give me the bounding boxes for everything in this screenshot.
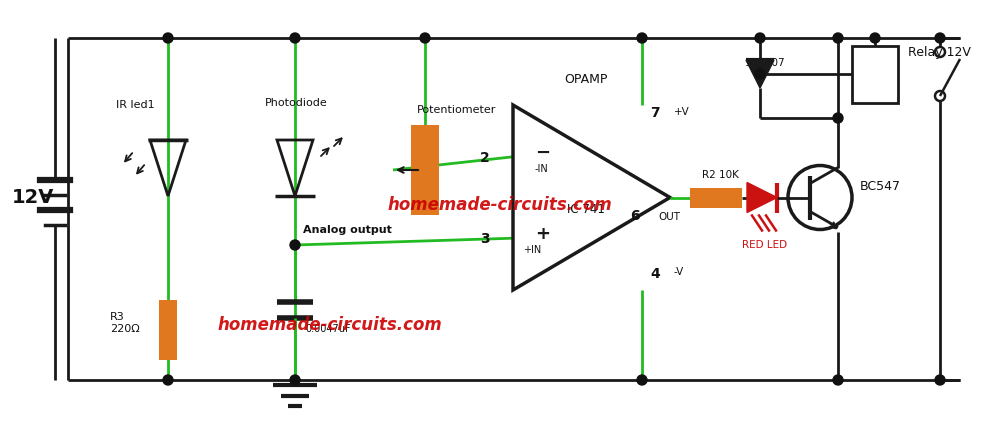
Text: Photodiode: Photodiode — [265, 98, 328, 108]
Circle shape — [290, 33, 300, 43]
Text: +V: +V — [674, 107, 690, 117]
Text: 7: 7 — [650, 106, 660, 120]
Text: +: + — [535, 225, 550, 243]
Circle shape — [833, 33, 843, 43]
FancyBboxPatch shape — [690, 187, 742, 207]
Circle shape — [935, 33, 945, 43]
Polygon shape — [513, 105, 670, 290]
Circle shape — [935, 375, 945, 385]
Text: 2: 2 — [480, 151, 490, 165]
Text: IC 741: IC 741 — [567, 202, 605, 215]
Text: +IN: +IN — [523, 245, 541, 255]
Text: homemade-circuits.com: homemade-circuits.com — [388, 196, 612, 214]
FancyBboxPatch shape — [159, 300, 177, 360]
Polygon shape — [746, 60, 774, 88]
Text: Analog output: Analog output — [303, 225, 392, 235]
Text: OPAMP: OPAMP — [564, 73, 608, 86]
Text: 4: 4 — [650, 267, 660, 281]
Text: RED LED: RED LED — [742, 240, 787, 249]
Text: R2 10K: R2 10K — [702, 170, 739, 179]
Polygon shape — [747, 182, 777, 212]
Circle shape — [755, 33, 765, 43]
Text: IR led1: IR led1 — [116, 100, 155, 110]
Circle shape — [637, 33, 647, 43]
Text: −: − — [535, 144, 550, 162]
Text: R3
220Ω: R3 220Ω — [110, 312, 140, 334]
FancyBboxPatch shape — [411, 125, 439, 215]
Text: 3: 3 — [480, 232, 490, 246]
Text: 1N4007: 1N4007 — [745, 58, 786, 68]
Text: OUT: OUT — [658, 212, 680, 221]
Text: -IN: -IN — [535, 164, 549, 174]
Text: 12V: 12V — [12, 187, 54, 207]
Circle shape — [290, 240, 300, 250]
Circle shape — [870, 33, 880, 43]
FancyBboxPatch shape — [852, 46, 898, 103]
Circle shape — [637, 375, 647, 385]
Circle shape — [163, 33, 173, 43]
Text: 6: 6 — [630, 209, 640, 223]
Circle shape — [163, 375, 173, 385]
Text: -V: -V — [674, 267, 684, 277]
Text: BC547: BC547 — [860, 179, 901, 193]
Circle shape — [833, 113, 843, 123]
Text: Relay 12V: Relay 12V — [908, 46, 971, 59]
Circle shape — [833, 375, 843, 385]
Circle shape — [755, 69, 765, 79]
Text: 0.0047uF: 0.0047uF — [305, 324, 351, 334]
Text: Potentiometer: Potentiometer — [417, 105, 496, 115]
Text: homemade-circuits.com: homemade-circuits.com — [218, 316, 442, 334]
Circle shape — [420, 33, 430, 43]
Circle shape — [290, 375, 300, 385]
